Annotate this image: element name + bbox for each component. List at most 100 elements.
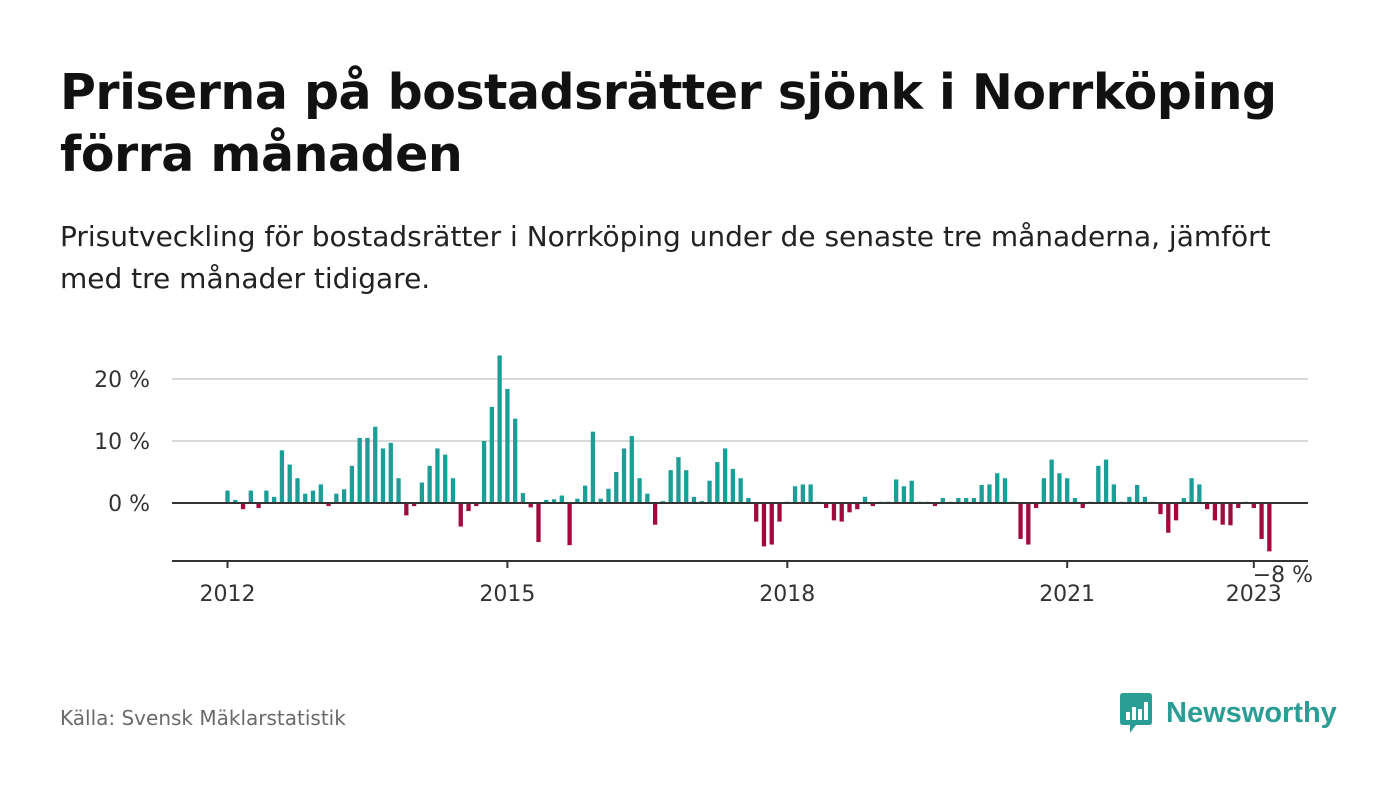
x-tick-label: 2015 [479, 582, 535, 607]
bar [373, 426, 378, 503]
bar [963, 498, 969, 503]
bar [489, 406, 494, 503]
bar [940, 498, 945, 503]
bar [746, 498, 751, 503]
bar [264, 490, 269, 503]
brand-name: Newsworthy [1166, 696, 1337, 729]
bar [754, 503, 759, 522]
bar [1228, 503, 1233, 526]
bar [559, 495, 564, 503]
bar [792, 486, 798, 503]
bar [909, 480, 914, 503]
bar [240, 503, 246, 510]
bar [1220, 503, 1225, 525]
bar [481, 441, 487, 503]
bar [870, 503, 875, 507]
bar [652, 503, 658, 525]
bar [248, 490, 253, 503]
bar [536, 503, 541, 543]
bar [341, 489, 347, 503]
bar [520, 493, 526, 503]
bar [1251, 503, 1256, 508]
bar [1236, 503, 1241, 508]
bar [1181, 498, 1186, 503]
bar [357, 437, 362, 503]
brand-logo: Newsworthy [1118, 690, 1337, 736]
bar [956, 498, 961, 503]
bar-series [225, 355, 1272, 552]
bar [419, 482, 425, 503]
bar [1158, 503, 1163, 515]
bar [614, 472, 619, 503]
bar [272, 496, 277, 503]
bar [427, 465, 432, 503]
bar [575, 498, 580, 503]
bar [551, 499, 557, 503]
bar [1127, 496, 1132, 503]
bar [894, 479, 899, 503]
bar [404, 503, 409, 516]
bar [831, 503, 837, 521]
bar [1026, 503, 1031, 545]
y-tick-label: 10 % [94, 430, 150, 455]
bar [824, 503, 829, 508]
bar [365, 437, 370, 503]
bar [1002, 478, 1008, 503]
bar [1033, 503, 1039, 508]
bar [606, 488, 611, 503]
bar [326, 503, 331, 507]
bar [979, 485, 984, 503]
bar [1267, 503, 1272, 552]
bar [334, 493, 339, 503]
bar [1205, 503, 1210, 510]
bar [707, 480, 712, 503]
bar [668, 470, 673, 503]
bar [567, 503, 572, 546]
bar [1018, 503, 1023, 539]
bar [932, 503, 938, 507]
bar [676, 457, 681, 503]
bar [443, 454, 448, 503]
bar [388, 442, 393, 503]
grid-lines [172, 378, 1308, 442]
bar [1057, 473, 1062, 503]
bar [505, 388, 510, 503]
bar [1065, 478, 1070, 503]
bar [738, 478, 743, 503]
bar [777, 503, 782, 522]
bar [256, 503, 261, 508]
bar [458, 503, 463, 527]
bar [303, 493, 308, 503]
bar [855, 503, 860, 510]
bar [279, 450, 285, 503]
bar [629, 436, 634, 503]
bar [450, 478, 456, 503]
bar [287, 464, 292, 503]
bar [645, 493, 650, 503]
bar [233, 499, 238, 503]
bar [590, 431, 596, 503]
x-tick-label: 2012 [200, 582, 256, 607]
page-title: Priserna på bostadsrätter sjönk i Norrkö… [60, 64, 1277, 183]
bar [1041, 478, 1047, 503]
bar [435, 448, 440, 503]
bar [847, 503, 852, 513]
axes [172, 502, 1308, 568]
bar [1080, 503, 1085, 508]
bar [1197, 484, 1202, 503]
bar [1103, 459, 1109, 503]
bar [1189, 478, 1194, 503]
bar [862, 496, 868, 503]
bar [497, 355, 502, 503]
bar [730, 468, 736, 503]
bar [715, 462, 720, 503]
bar [466, 503, 471, 512]
bar [971, 498, 977, 503]
bar [598, 498, 603, 503]
bar [528, 503, 533, 508]
bar [1259, 503, 1264, 539]
bar [1135, 485, 1140, 503]
bar [800, 484, 805, 503]
bar [411, 503, 417, 507]
bar [380, 448, 386, 503]
